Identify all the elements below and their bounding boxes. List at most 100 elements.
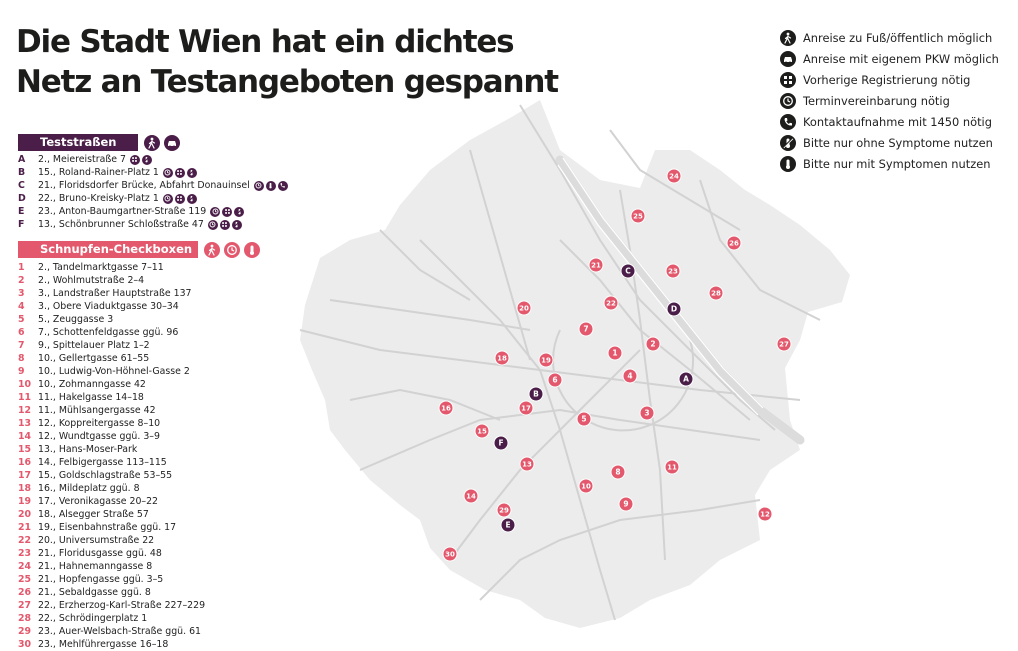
registration-icon [174, 193, 185, 204]
item-address: 2., Tandelmarktgasse 7–11 [38, 262, 164, 273]
item-key: 29 [18, 626, 32, 637]
checkbox-marker-24[interactable] [666, 168, 682, 184]
checkbox-marker-15[interactable] [474, 423, 490, 439]
icon-legend: Anreise zu Fuß/öffentlich möglich Anreis… [780, 27, 999, 174]
item-address: 7., Schottenfeldgasse ggü. 96 [38, 327, 179, 338]
checkbox-marker-16[interactable] [438, 400, 454, 416]
item-icons [210, 206, 246, 217]
checkbox-marker-2[interactable] [645, 336, 661, 352]
checkbox-marker-7[interactable] [578, 321, 594, 337]
item-key: 30 [18, 639, 32, 650]
checkbox-marker-label: 26 [729, 240, 739, 248]
checkbox-marker-label: 13 [522, 461, 532, 469]
checkbox-marker-label: 30 [445, 551, 455, 559]
item-address: 13., Schönbrunner Schloßstraße 47 [38, 219, 204, 230]
checkbox-item-28: 28 22., Schrödingerplatz 1 [18, 612, 205, 625]
item-key: 2 [18, 275, 25, 286]
danube [555, 155, 805, 445]
road-network [299, 104, 821, 621]
item-key: F [18, 219, 25, 230]
checkbox-item-1: 1 2., Tandelmarktgasse 7–11 [18, 261, 205, 274]
item-key: 25 [18, 574, 32, 585]
checkbox-marker-label: 8 [615, 468, 620, 477]
item-key: A [18, 154, 26, 165]
checkbox-marker-10[interactable] [578, 478, 594, 494]
checkbox-marker-26[interactable] [726, 235, 742, 251]
teststrasse-marker-b[interactable] [528, 386, 544, 402]
checkbox-item-20: 20 18., Alsegger Straße 57 [18, 508, 205, 521]
checkbox-marker-8[interactable] [610, 464, 626, 480]
checkbox-item-18: 18 16., Mildeplatz ggü. 8 [18, 482, 205, 495]
car-icon [164, 134, 180, 151]
checkbox-item-8: 8 10., Gellertgasse 61–55 [18, 352, 205, 365]
legend-text: Vorherige Registrierung nötig [803, 72, 971, 87]
teststrasse-marker-f[interactable] [493, 435, 509, 451]
teststrasse-item-c: C 21., Floridsdorfer Brücke, Abfahrt Dona… [18, 179, 290, 192]
item-icons [207, 219, 244, 230]
thermometer-icon [265, 180, 276, 191]
item-icons [162, 167, 199, 178]
checkbox-marker-4[interactable] [622, 368, 638, 384]
teststrasse-marker-e[interactable] [500, 517, 516, 533]
checkbox-marker-28[interactable] [708, 285, 724, 301]
legend-row: Terminvereinbarung nötig [780, 90, 999, 111]
item-key: 18 [18, 483, 32, 494]
checkbox-marker-9[interactable] [618, 496, 634, 512]
checkbox-marker-19[interactable] [538, 352, 554, 368]
checkbox-marker-23[interactable] [665, 263, 681, 279]
checkbox-marker-1[interactable] [607, 345, 623, 361]
checkbox-marker-25[interactable] [630, 208, 646, 224]
item-key: 11 [18, 392, 32, 403]
checkbox-marker-30[interactable] [442, 546, 458, 562]
checkbox-marker-21[interactable] [588, 257, 604, 273]
checkbox-marker-17[interactable] [518, 400, 534, 416]
checkbox-marker-3[interactable] [639, 405, 655, 421]
item-key: 26 [18, 587, 32, 598]
thermometer-icon [244, 241, 260, 258]
rail-lines [557, 157, 764, 416]
checkbox-marker-label: 29 [499, 507, 509, 515]
no-symptoms-icon [231, 219, 242, 230]
registration-icon [219, 219, 230, 230]
checkbox-marker-6[interactable] [547, 372, 563, 388]
teststrasse-marker-label: D [671, 305, 677, 314]
checkbox-marker-14[interactable] [463, 488, 479, 504]
legend-row: Bitte nur mit Symptomen nutzen [780, 153, 999, 174]
item-key: C [18, 180, 25, 191]
checkbox-marker-5[interactable] [576, 411, 592, 427]
teststrassen-heading: Teststraßen [18, 134, 138, 151]
checkbox-marker-11[interactable] [664, 459, 680, 475]
legend-text: Anreise mit eigenem PKW möglich [803, 51, 999, 66]
teststrassen-header: Teststraßen [18, 134, 184, 151]
teststrasse-marker-a[interactable] [678, 371, 694, 387]
checkbox-marker-27[interactable] [776, 336, 792, 352]
item-address: 9., Spittelauer Platz 1–2 [38, 340, 150, 351]
item-address: 10., Zohmanngasse 42 [38, 379, 146, 390]
checkbox-item-29: 29 23., Auer-Welsbach-Straße ggü. 61 [18, 625, 205, 638]
checkbox-item-10: 10 10., Zohmanngasse 42 [18, 378, 205, 391]
checkbox-marker-22[interactable] [603, 295, 619, 311]
item-icons [162, 193, 199, 204]
checkbox-marker-29[interactable] [496, 502, 512, 518]
item-key: D [18, 193, 26, 204]
teststrasse-marker-d[interactable] [666, 301, 682, 317]
checkbox-marker-20[interactable] [516, 300, 532, 316]
checkbox-marker-label: 20 [519, 305, 529, 313]
item-address: 5., Zeuggasse 3 [38, 314, 114, 325]
teststrasse-item-e: E 23., Anton-Baumgartner-Straße 119 [18, 205, 290, 218]
checkbox-marker-13[interactable] [519, 456, 535, 472]
checkbox-marker-label: 9 [623, 500, 628, 509]
item-key: 5 [18, 314, 25, 325]
item-address: 19., Eisenbahnstraße ggü. 17 [38, 522, 177, 533]
checkbox-marker-18[interactable] [494, 350, 510, 366]
item-key: 22 [18, 535, 32, 546]
legend-row: Anreise zu Fuß/öffentlich möglich [780, 27, 999, 48]
clock-icon [162, 167, 173, 178]
checkbox-marker-12[interactable] [757, 506, 773, 522]
checkbox-marker-label: 7 [583, 325, 588, 334]
item-key: 6 [18, 327, 25, 338]
no-symptoms-icon [186, 167, 197, 178]
teststrasse-marker-c[interactable] [620, 263, 636, 279]
item-address: 16., Mildeplatz ggü. 8 [38, 483, 140, 494]
checkbox-item-27: 27 22., Erzherzog-Karl-Straße 227–229 [18, 599, 205, 612]
